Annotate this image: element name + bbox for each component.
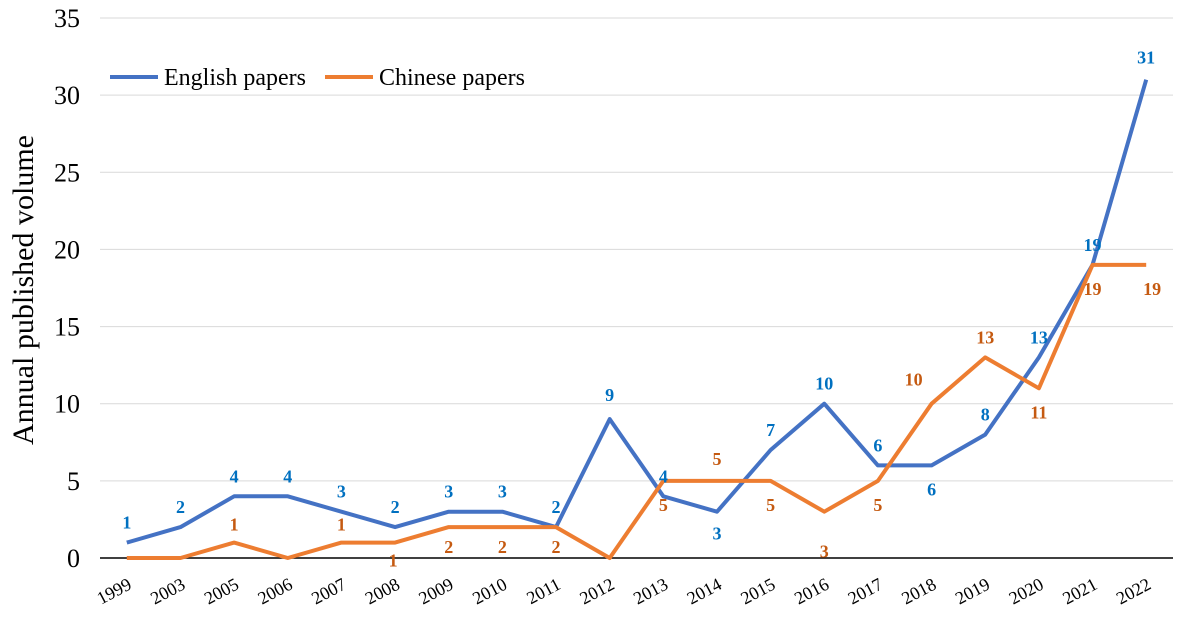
x-tick-label: 2003 [147,574,188,609]
data-label: 19 [1084,279,1102,299]
y-tick-label: 35 [54,4,80,33]
x-tick-label: 2022 [1113,574,1154,609]
grid-lines [100,17,1173,482]
y-axis-ticks: 0 5 10 15 20 25 30 35 [54,4,80,573]
data-label: 4 [230,466,239,486]
data-label: 2 [498,537,507,557]
data-label: 6 [873,435,882,455]
series-line-1 [126,262,1147,560]
x-tick-label: 2019 [952,574,993,609]
data-label: 13 [1030,327,1048,347]
data-label: 4 [283,466,292,486]
legend-label: English papers [164,65,306,91]
x-tick-label: 2010 [469,574,510,609]
x-tick-label: 1999 [94,574,135,609]
x-axis-ticks: 1999 2003 2005 2006 2007 2008 2009 2010 2011 2012… [94,574,1155,609]
x-tick-label: 2016 [791,574,832,609]
x-tick-label: 2015 [737,574,778,609]
y-tick-label: 30 [54,81,80,110]
data-label: 2 [176,497,185,517]
x-tick-label: 2012 [576,574,617,609]
data-label: 19 [1084,235,1102,255]
data-label: 9 [605,385,614,405]
data-label: 4 [659,466,668,486]
series-lines [126,79,1149,560]
data-label: 3 [712,524,721,544]
x-tick-label: 2017 [845,574,886,609]
data-label: 13 [976,327,994,347]
y-tick-label: 0 [67,544,80,573]
y-tick-label: 20 [54,235,80,264]
data-label: 5 [712,449,721,469]
y-tick-label: 5 [67,467,80,496]
data-label: 2 [391,497,400,517]
x-tick-label: 2014 [684,574,725,609]
data-label: 10 [905,370,923,390]
legend: English papers Chinese papers [110,65,525,91]
data-label: 3 [337,482,346,502]
x-tick-label: 2007 [308,574,349,609]
x-tick-label: 2021 [1059,574,1100,609]
x-tick-label: 2011 [523,574,564,608]
y-tick-label: 10 [54,390,80,419]
data-label: 31 [1137,48,1155,68]
x-tick-label: 2006 [254,574,295,609]
data-label: 1 [337,515,346,535]
x-tick-label: 2018 [898,574,939,609]
data-label: 5 [873,495,882,515]
data-label: 19 [1143,279,1161,299]
data-label: 3 [498,482,507,502]
data-label: 3 [444,482,453,502]
legend-label: Chinese papers [379,65,525,91]
data-label: 7 [766,420,775,440]
data-label: 1 [230,515,239,535]
y-axis-label: Annual published volume [7,135,40,445]
data-label: 2 [552,537,561,557]
data-label: 5 [659,495,668,515]
data-label: 1 [122,513,131,533]
x-tick-label: 2013 [630,574,671,609]
series-line-0 [126,79,1149,545]
data-label: 2 [552,497,561,517]
data-label: 6 [927,479,936,499]
data-label: 8 [981,405,990,425]
x-tick-label: 2005 [201,574,242,609]
x-tick-label: 2020 [1006,574,1047,609]
data-label: 10 [815,374,833,394]
x-tick-label: 2009 [415,574,456,609]
data-label: 11 [1030,402,1047,422]
data-label: 5 [766,495,775,515]
data-label: 1 [389,551,398,571]
y-tick-label: 25 [54,158,80,187]
data-label: 3 [820,542,829,562]
y-tick-label: 15 [54,313,80,342]
data-label: 2 [444,537,453,557]
x-tick-label: 2008 [362,574,403,609]
